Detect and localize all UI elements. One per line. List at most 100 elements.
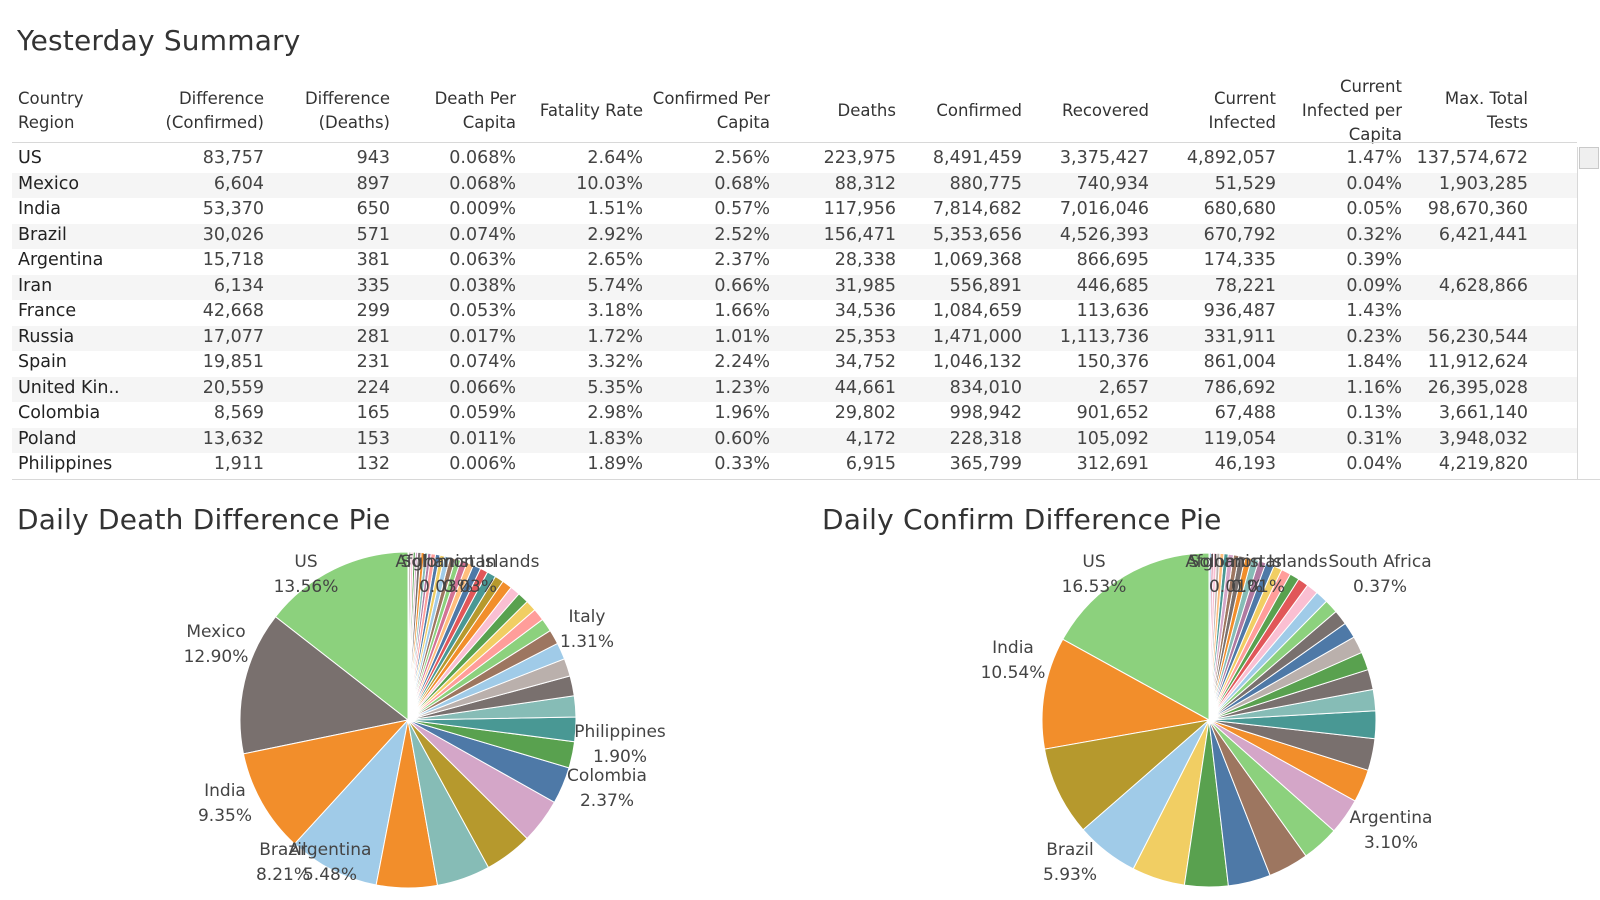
slice-percent-afghanistan: 0.01% bbox=[1209, 577, 1263, 597]
column-header-difference-confirmed[interactable]: Difference (Confirmed) bbox=[138, 72, 264, 150]
value-cell-difference-confirmed: 83,757 bbox=[202, 148, 264, 168]
value-cell-difference-deaths: 231 bbox=[356, 352, 390, 372]
value-cell-difference-confirmed: 1,911 bbox=[213, 454, 264, 474]
value-cell-confirmed-per-capita: 1.66% bbox=[714, 301, 770, 321]
value-cell-current-infected: 51,529 bbox=[1214, 173, 1276, 194]
slice-label-philippines: Philippines bbox=[574, 722, 666, 742]
value-cell-recovered: 312,691 bbox=[1076, 454, 1149, 474]
value-cell-recovered: 866,695 bbox=[1076, 250, 1149, 270]
slice-label-brazil: Brazil bbox=[259, 840, 306, 860]
value-cell-difference-confirmed: 8,569 bbox=[213, 403, 264, 423]
value-cell-difference-confirmed: 20,559 bbox=[202, 377, 264, 398]
column-header-deaths[interactable]: Deaths bbox=[770, 72, 897, 150]
country-cell: France bbox=[18, 301, 77, 321]
table-row[interactable]: France 42,668 299 0.053% 3.18% 1.66% 34,536 1,0… bbox=[12, 300, 1577, 326]
pie-slice-us[interactable] bbox=[274, 551, 409, 722]
column-header-line: Deaths bbox=[837, 101, 897, 120]
value-cell-difference-confirmed: 15,718 bbox=[202, 250, 264, 270]
value-cell-recovered: 901,652 bbox=[1076, 403, 1149, 423]
pie-slice[interactable] bbox=[1043, 719, 1211, 831]
slice-percent-us: 16.53% bbox=[1062, 577, 1127, 597]
column-header-country-region[interactable]: Country Region bbox=[18, 72, 138, 150]
table-row[interactable]: US 83,757 943 0.068% 2.64% 2.56% 223,975 8,491,… bbox=[12, 147, 1577, 173]
column-header-difference-deaths[interactable]: Difference (Deaths) bbox=[264, 72, 390, 150]
column-header-recovered[interactable]: Recovered bbox=[1022, 72, 1149, 150]
slice-percent-solomon-islands: 0.01% bbox=[1231, 577, 1285, 597]
column-header-fatality-rate[interactable]: Fatality Rate bbox=[516, 72, 643, 150]
value-cell-difference-deaths: 571 bbox=[356, 224, 390, 245]
pie-slice-india[interactable] bbox=[1041, 638, 1211, 750]
column-header-line: Region bbox=[18, 113, 75, 132]
column-header-confirmed-per-capita[interactable]: Confirmed Per Capita bbox=[643, 72, 770, 150]
value-cell-deaths: 223,975 bbox=[823, 148, 896, 168]
value-cell-current-infected-per-capita: 0.23% bbox=[1346, 326, 1402, 347]
value-cell-confirmed-per-capita: 0.60% bbox=[714, 428, 770, 449]
pie-slice-mexico[interactable] bbox=[239, 616, 410, 755]
value-cell-deaths: 44,661 bbox=[834, 377, 896, 398]
pie-slice-brazil[interactable] bbox=[293, 718, 409, 886]
value-cell-max-total-tests: 26,395,028 bbox=[1427, 377, 1528, 398]
value-cell-fatality-rate: 2.92% bbox=[587, 224, 643, 245]
column-header-death-per-capita[interactable]: Death Per Capita bbox=[390, 72, 516, 150]
death-pie-title: Daily Death Difference Pie bbox=[17, 503, 391, 536]
slice-percent-brazil: 8.21% bbox=[256, 865, 310, 885]
table-scrollbar[interactable] bbox=[1577, 147, 1600, 480]
table-row[interactable]: India 53,370 650 0.009% 1.51% 0.57% 117,956 7,8… bbox=[12, 198, 1577, 224]
value-cell-death-per-capita: 0.068% bbox=[449, 148, 516, 168]
value-cell-confirmed: 1,046,132 bbox=[932, 352, 1022, 372]
table-row[interactable]: United Kin.. 20,559 224 0.066% 5.35% 1.23% 44,… bbox=[12, 376, 1577, 402]
value-cell-confirmed-per-capita: 2.52% bbox=[714, 224, 770, 245]
value-cell-confirmed-per-capita: 0.33% bbox=[714, 454, 770, 474]
country-cell: Colombia bbox=[18, 403, 101, 423]
column-header-current-infected[interactable]: Current Infected bbox=[1149, 72, 1276, 150]
scrollbar-thumb[interactable] bbox=[1579, 147, 1599, 169]
table-row[interactable]: Argentina 15,718 381 0.063% 2.65% 2.37% 28,338… bbox=[12, 249, 1577, 275]
slice-percent-south-africa: 0.37% bbox=[1353, 577, 1407, 597]
value-cell-confirmed: 998,942 bbox=[949, 403, 1022, 423]
pie-slice-india[interactable] bbox=[242, 719, 410, 845]
slice-label-argentina: Argentina bbox=[289, 840, 372, 860]
pie-slice-us[interactable] bbox=[1062, 552, 1210, 721]
table-row[interactable]: Philippines 1,911 132 0.006% 1.89% 0.33% 6,915… bbox=[12, 453, 1577, 479]
table-row[interactable]: Iran 6,134 335 0.038% 5.74% 0.66% 31,985 556,89… bbox=[12, 274, 1577, 300]
slice-percent-italy: 1.31% bbox=[560, 632, 614, 652]
value-cell-death-per-capita: 0.009% bbox=[449, 199, 516, 219]
slice-percent-colombia: 2.37% bbox=[580, 791, 634, 811]
header-divider bbox=[12, 142, 1577, 143]
value-cell-current-infected-per-capita: 0.04% bbox=[1346, 173, 1402, 194]
slice-label-brazil: Brazil bbox=[1046, 840, 1093, 860]
table-row[interactable]: Russia 17,077 281 0.017% 1.72% 1.01% 25,353 1,4… bbox=[12, 325, 1577, 351]
column-header-line: Infected bbox=[1208, 113, 1276, 132]
value-cell-confirmed: 556,891 bbox=[949, 275, 1022, 296]
table-row[interactable]: Poland 13,632 153 0.011% 1.83% 0.60% 4,172 228,… bbox=[12, 427, 1577, 453]
table-row[interactable]: Colombia 8,569 165 0.059% 2.98% 1.96% 29,802 99… bbox=[12, 402, 1577, 428]
value-cell-current-infected-per-capita: 1.84% bbox=[1346, 352, 1402, 372]
value-cell-confirmed: 880,775 bbox=[949, 173, 1022, 194]
table-row[interactable]: Brazil 30,026 571 0.074% 2.92% 2.52% 156,471 5,… bbox=[12, 223, 1577, 249]
column-header-line: Difference bbox=[178, 89, 264, 108]
country-cell: Argentina bbox=[18, 250, 104, 270]
slice-percent-argentina: 3.10% bbox=[1364, 833, 1418, 853]
column-header-max-total-tests[interactable]: Max. Total Tests bbox=[1402, 72, 1528, 150]
column-header-current-infected-per-capita[interactable]: Current Infected per Capita bbox=[1276, 72, 1402, 150]
column-header-line: Infected per bbox=[1301, 101, 1402, 120]
column-header-line: Fatality Rate bbox=[539, 101, 643, 120]
value-cell-difference-confirmed: 42,668 bbox=[202, 301, 264, 321]
value-cell-fatality-rate: 2.98% bbox=[587, 403, 643, 423]
value-cell-deaths: 6,915 bbox=[845, 454, 896, 474]
value-cell-difference-deaths: 335 bbox=[356, 275, 390, 296]
value-cell-difference-confirmed: 6,604 bbox=[213, 173, 264, 194]
value-cell-deaths: 4,172 bbox=[845, 428, 896, 449]
value-cell-fatality-rate: 1.72% bbox=[587, 326, 643, 347]
value-cell-max-total-tests: 4,628,866 bbox=[1438, 275, 1528, 296]
table-row[interactable]: Spain 19,851 231 0.074% 3.32% 2.24% 34,752 1,04… bbox=[12, 351, 1577, 377]
value-cell-death-per-capita: 0.017% bbox=[449, 326, 516, 347]
column-header-line: Difference bbox=[304, 89, 390, 108]
column-header-confirmed[interactable]: Confirmed bbox=[896, 72, 1022, 150]
value-cell-death-per-capita: 0.066% bbox=[449, 377, 516, 398]
value-cell-confirmed: 8,491,459 bbox=[932, 148, 1022, 168]
table-row[interactable]: Mexico 6,604 897 0.068% 10.03% 0.68% 88,312 880… bbox=[12, 172, 1577, 198]
value-cell-confirmed: 228,318 bbox=[949, 428, 1022, 449]
country-cell: India bbox=[18, 199, 61, 219]
value-cell-recovered: 113,636 bbox=[1076, 301, 1149, 321]
